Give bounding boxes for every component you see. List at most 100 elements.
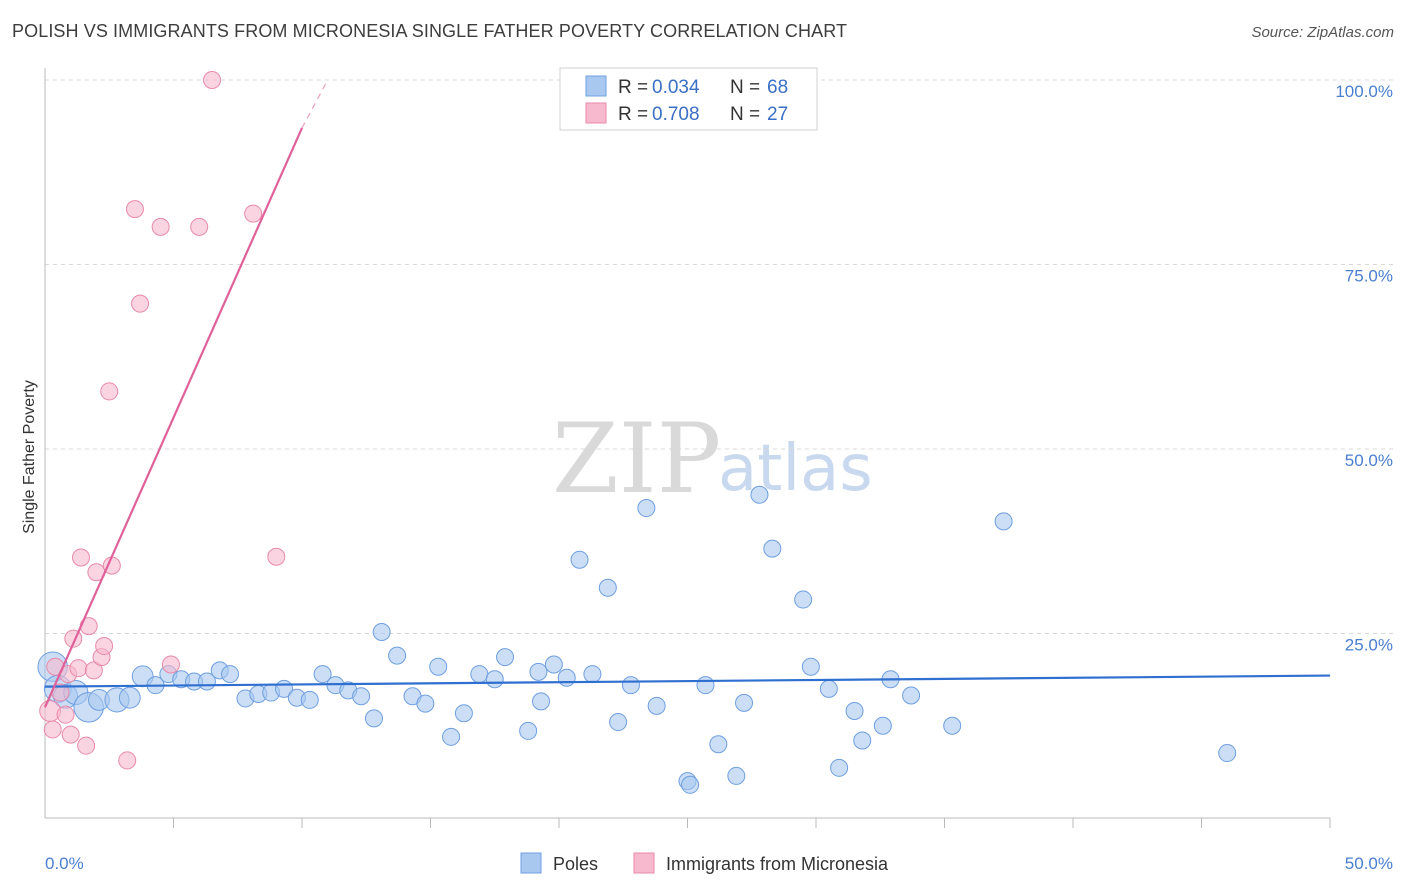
micronesia-points	[39, 71, 286, 770]
watermark-atlas: atlas	[718, 432, 873, 506]
poles-point	[529, 662, 548, 681]
gridlines	[45, 79, 1393, 634]
poles-point	[416, 694, 435, 713]
poles-point	[735, 693, 754, 712]
micronesia-point	[161, 655, 180, 674]
poles-point	[118, 686, 141, 709]
y-axis-tick-labels: 25.0% 50.0% 75.0% 100.0%	[1335, 82, 1393, 655]
watermark-zip: ZIP	[552, 403, 721, 515]
poles-point	[470, 665, 489, 684]
y-tick-label: 25.0%	[1345, 636, 1393, 655]
poles-point	[750, 485, 769, 504]
bottom-legend-swatch-micronesia	[633, 852, 655, 874]
poles-point	[801, 657, 820, 676]
poles-point	[1218, 744, 1237, 763]
bottom-legend-label-micronesia: Immigrants from Micronesia	[666, 854, 889, 874]
poles-point	[300, 690, 319, 709]
micronesia-point	[61, 725, 80, 744]
micronesia-trend-line	[43, 127, 304, 708]
legend-swatch-micronesia	[585, 102, 607, 124]
poles-point	[681, 775, 700, 794]
poles-point	[429, 657, 448, 676]
poles-point	[221, 665, 240, 684]
chart-title: POLISH VS IMMIGRANTS FROM MICRONESIA SIN…	[12, 21, 848, 41]
y-tick-label: 100.0%	[1335, 82, 1393, 101]
micronesia-point	[131, 294, 150, 313]
poles-point	[532, 692, 551, 711]
y-tick-label: 75.0%	[1345, 267, 1393, 286]
legend-n-value-micronesia: 27	[767, 104, 788, 125]
micronesia-point	[190, 217, 209, 236]
poles-point	[544, 655, 563, 674]
poles-point	[519, 721, 538, 740]
micronesia-point	[203, 71, 222, 89]
poles-point	[557, 668, 576, 687]
bottom-legend-label-poles: Poles	[553, 854, 598, 874]
poles-point	[845, 701, 864, 720]
y-tick-label: 50.0%	[1345, 451, 1393, 470]
source-label: Source: ZipAtlas.com	[1251, 24, 1394, 41]
micronesia-point	[84, 661, 103, 680]
poles-point	[902, 686, 921, 705]
x-tick-label-max: 50.0%	[1345, 854, 1393, 873]
micronesia-point	[244, 204, 263, 223]
poles-point	[352, 687, 371, 706]
poles-point	[727, 766, 746, 785]
micronesia-point	[100, 382, 119, 401]
legend-r-value-micronesia: 0.708	[652, 104, 700, 125]
poles-point	[943, 716, 962, 735]
micronesia-point	[71, 548, 90, 567]
poles-point	[485, 670, 504, 689]
micronesia-point	[43, 720, 62, 739]
poles-point	[598, 578, 617, 597]
legend-n-value-poles: 68	[767, 77, 788, 98]
legend-r-label-micronesia: R =	[618, 104, 648, 125]
poles-point	[609, 713, 628, 732]
poles-point	[830, 758, 849, 777]
poles-point	[709, 735, 728, 754]
x-axis-ticks	[173, 818, 1331, 828]
poles-point	[454, 704, 473, 723]
poles-point	[994, 512, 1013, 531]
poles-point	[313, 665, 332, 684]
poles-point	[696, 676, 715, 695]
legend-n-label-poles: N =	[730, 77, 760, 98]
micronesia-point	[118, 751, 137, 770]
watermark: ZIP atlas	[552, 403, 873, 515]
poles-point	[570, 550, 589, 569]
micronesia-point	[69, 659, 88, 678]
poles-point	[364, 709, 383, 728]
stats-legend: R = 0.034 N = 68 R = 0.708 N = 27	[559, 67, 818, 131]
micronesia-point	[56, 705, 75, 724]
legend-n-label-micronesia: N =	[730, 104, 760, 125]
poles-point	[372, 623, 391, 642]
micronesia-point	[151, 217, 170, 236]
micronesia-point	[267, 547, 286, 566]
legend-r-value-poles: 0.034	[652, 77, 700, 98]
poles-point	[388, 646, 407, 665]
micronesia-point	[95, 637, 114, 656]
poles-point	[496, 648, 515, 667]
micronesia-point	[125, 200, 144, 219]
trend-lines	[43, 79, 1331, 708]
micronesia-trend-extension	[301, 79, 329, 129]
poles-point	[442, 727, 461, 746]
poles-point	[621, 676, 640, 695]
series-legend: Poles Immigrants from Micronesia	[520, 852, 889, 874]
legend-swatch-poles	[585, 75, 607, 97]
bottom-legend-swatch-poles	[520, 852, 542, 874]
x-tick-label-min: 0.0%	[45, 854, 84, 873]
poles-point	[647, 696, 666, 715]
poles-point	[819, 679, 838, 698]
poles-point	[873, 716, 892, 735]
legend-r-label-poles: R =	[618, 77, 648, 98]
poles-point	[853, 731, 872, 750]
y-axis-label: Single Father Poverty	[21, 380, 38, 534]
poles-trend-line	[44, 674, 1331, 688]
micronesia-point	[77, 736, 96, 755]
poles-point	[583, 665, 602, 684]
poles-point	[794, 590, 813, 609]
poles-point	[763, 539, 782, 558]
poles-point	[637, 499, 656, 518]
